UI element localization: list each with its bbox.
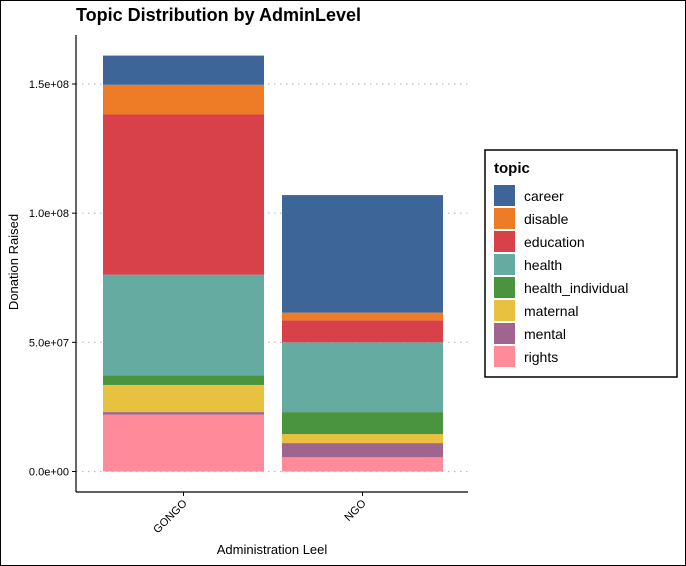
bar-segment-gongo-mental (103, 412, 264, 415)
bar-segment-ngo-rights (282, 457, 443, 472)
legend-swatch-career (494, 185, 515, 206)
bar-segment-ngo-health (282, 342, 443, 413)
bar-segment-gongo-health (103, 274, 264, 376)
legend-label-education: education (524, 234, 585, 250)
bar-segment-ngo-disable (282, 312, 443, 321)
bar-segment-ngo-career (282, 195, 443, 313)
legend-swatch-education (494, 231, 515, 252)
legend-label-health: health (524, 257, 562, 273)
y-tick-label-2: 1.0e+08 (29, 208, 69, 220)
legend: topic career disable education health health… (484, 149, 678, 378)
x-tick-label-ngo: NGO (342, 497, 369, 524)
y-axis-ticks: 0.0e+00 5.0e+07 1.0e+08 1.5e+08 (29, 79, 76, 479)
legend-label-mental: mental (524, 326, 566, 342)
x-axis-ticks: GONGO NGO (151, 492, 369, 536)
y-tick-label-0: 0.0e+00 (29, 467, 69, 479)
legend-label-health-individual: health_individual (524, 280, 628, 296)
legend-label-disable: disable (524, 211, 569, 227)
x-axis-title: Administration Leel (217, 542, 328, 557)
legend-box (484, 149, 678, 378)
legend-swatch-maternal (494, 300, 515, 321)
bar-segment-gongo-career (103, 55, 264, 85)
legend-label-rights: rights (524, 349, 558, 365)
bar-segment-gongo-disable (103, 84, 264, 115)
bar-segment-gongo-education (103, 114, 264, 275)
chart-title: Topic Distribution by AdminLevel (76, 5, 361, 25)
y-tick-label-3: 1.5e+08 (29, 79, 69, 91)
legend-swatch-mental (494, 323, 515, 344)
bars (103, 55, 443, 472)
bar-segment-ngo-education (282, 320, 443, 343)
bar-segment-gongo-rights (103, 414, 264, 472)
bar-segment-gongo-health-individual (103, 375, 264, 385)
axes (75, 35, 468, 493)
bar-segment-gongo-maternal (103, 384, 264, 413)
legend-swatch-health-individual (494, 277, 515, 298)
bar-segment-ngo-health-individual (282, 412, 443, 435)
y-axis-title: Donation Raised (6, 214, 21, 310)
legend-swatch-health (494, 254, 515, 275)
legend-title: topic (494, 160, 530, 177)
bar-segment-ngo-mental (282, 443, 443, 458)
bar-segment-ngo-maternal (282, 434, 443, 444)
legend-items: career disable education health health_indiv… (494, 185, 628, 367)
legend-swatch-disable (494, 208, 515, 229)
legend-label-maternal: maternal (524, 303, 578, 319)
legend-label-career: career (524, 188, 564, 204)
x-tick-label-gongo: GONGO (151, 497, 190, 536)
legend-swatch-rights (494, 346, 515, 367)
y-tick-label-1: 5.0e+07 (29, 337, 69, 349)
